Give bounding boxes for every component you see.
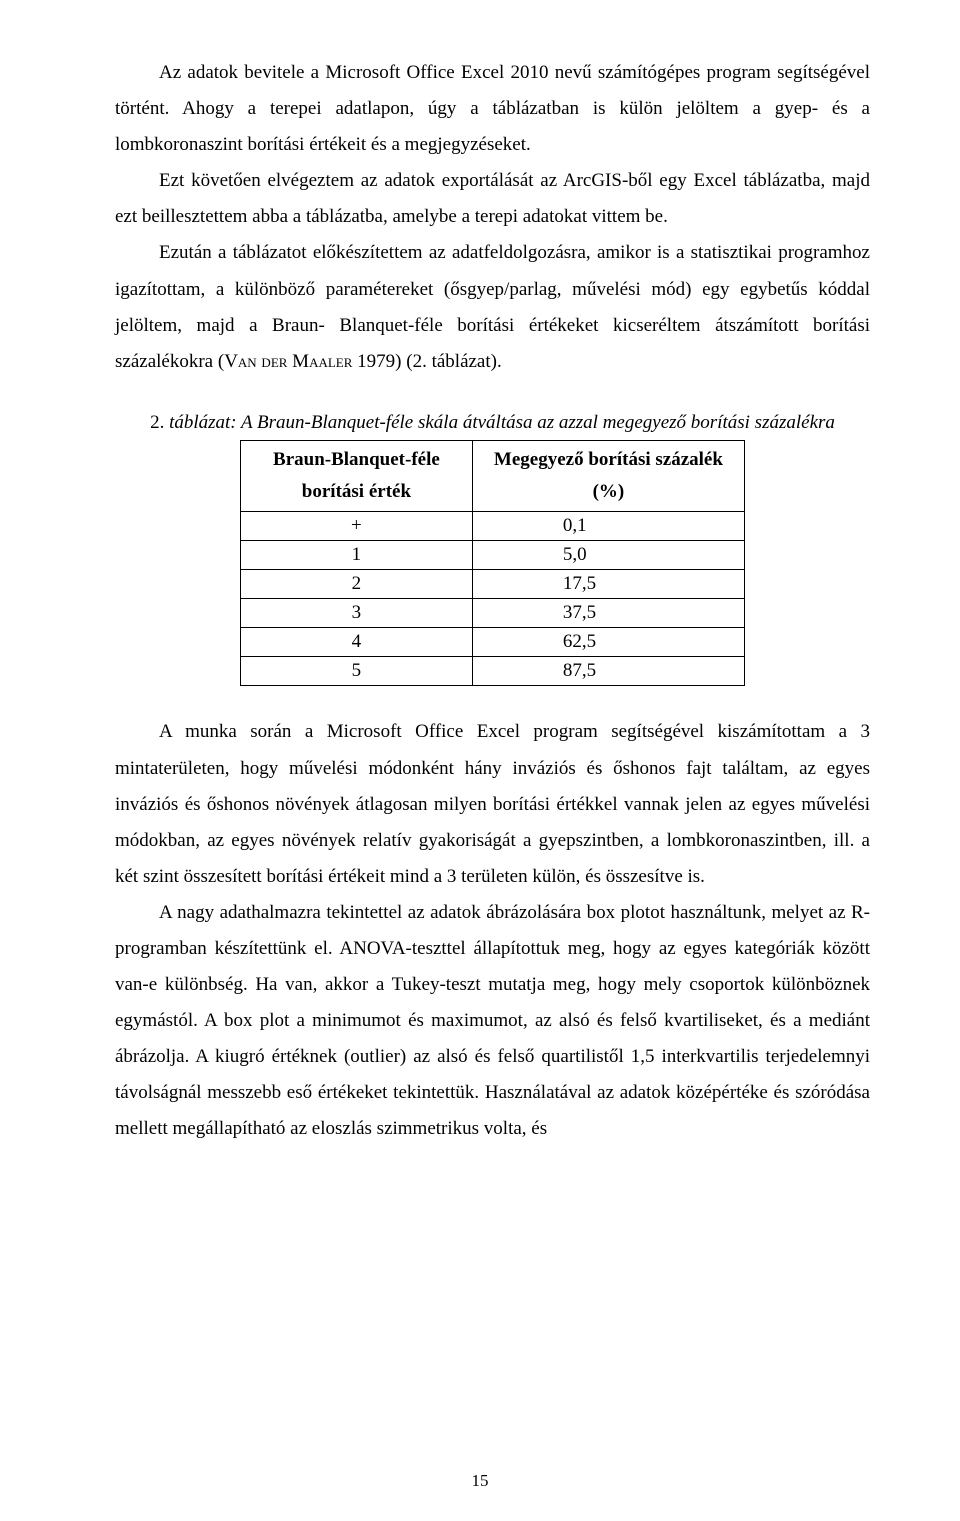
header-right-line1: Megegyező borítási százalék (494, 449, 723, 470)
table-row: 3 37,5 (241, 599, 745, 628)
table-row: 2 17,5 (241, 570, 745, 599)
header-left-line1: Braun-Blanquet-féle (273, 449, 440, 470)
table-row: 1 5,0 (241, 541, 745, 570)
table-container: Braun-Blanquet-féle borítási érték Megeg… (115, 440, 870, 687)
cell-left: 5 (241, 657, 473, 686)
p3-author: Van der Maaler (224, 351, 352, 372)
table-header-row: Braun-Blanquet-féle borítási érték Megeg… (241, 440, 745, 512)
paragraph-1: Az adatok bevitele a Microsoft Office Ex… (115, 55, 870, 163)
braun-blanquet-table: Braun-Blanquet-féle borítási érték Megeg… (240, 440, 745, 687)
table-header-right: Megegyező borítási százalék (%) (472, 440, 744, 512)
cell-right: 17,5 (472, 570, 744, 599)
table-row: + 0,1 (241, 512, 745, 541)
cell-right: 87,5 (472, 657, 744, 686)
paragraph-2: Ezt követően elvégeztem az adatok export… (115, 163, 870, 235)
cell-left: 2 (241, 570, 473, 599)
table-header-left: Braun-Blanquet-féle borítási érték (241, 440, 473, 512)
paragraph-5: A nagy adathalmazra tekintettel az adato… (115, 895, 870, 1148)
page-number: 15 (0, 1471, 960, 1491)
header-left-line2: borítási érték (302, 481, 411, 502)
paragraph-4: A munka során a Microsoft Office Excel p… (115, 714, 870, 894)
document-page: Az adatok bevitele a Microsoft Office Ex… (0, 0, 960, 1521)
cell-left: 3 (241, 599, 473, 628)
cell-left: 1 (241, 541, 473, 570)
caption-text: táblázat: A Braun-Blanquet-féle skála át… (169, 412, 835, 433)
table-caption: 2. táblázat: A Braun-Blanquet-féle skála… (115, 412, 870, 434)
cell-right: 37,5 (472, 599, 744, 628)
cell-left: + (241, 512, 473, 541)
cell-right: 0,1 (472, 512, 744, 541)
table-row: 4 62,5 (241, 628, 745, 657)
paragraph-3: Ezután a táblázatot előkészítettem az ad… (115, 235, 870, 379)
cell-right: 5,0 (472, 541, 744, 570)
p3-part2: 1979) (2. táblázat). (352, 351, 501, 372)
cell-left: 4 (241, 628, 473, 657)
header-right-line2: (%) (593, 481, 625, 502)
caption-number: 2. (150, 412, 164, 433)
table-row: 5 87,5 (241, 657, 745, 686)
cell-right: 62,5 (472, 628, 744, 657)
